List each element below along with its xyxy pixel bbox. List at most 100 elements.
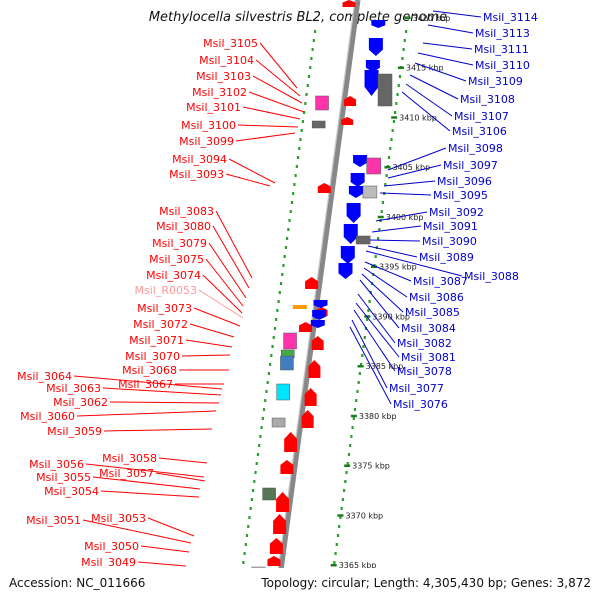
right-leader-line [422,42,473,50]
reverse-guide-dot [357,381,360,384]
left-gene-label: Msil_3093 [169,168,224,181]
right-gene-label: Msil_3097 [443,159,498,172]
right-leader-line [409,74,459,100]
left-leader-line [76,410,217,417]
forward-guide-dot [243,552,246,555]
reverse-gene-block [362,185,378,199]
forward-guide-dot [312,39,315,42]
left-gene-label: Msil_3057 [99,467,154,480]
gene-labels: Msil_3105 Msil_3104 Msil_3103 Msil_3102 Msil… [17,11,538,569]
right-leader-line [353,309,396,372]
left-leader-line [103,428,213,432]
reverse-guide-dot [366,318,369,321]
right-gene-label: Msil_3077 [389,382,444,395]
left-gene-label: Msil_3070 [125,350,180,363]
gene-features [251,0,393,598]
right-gene-label: Msil_3113 [475,27,530,40]
left-gene-label: Msil_3080 [156,220,211,233]
left-gene-label: Msil_3053 [91,512,146,525]
forward-guide-dot [311,48,314,51]
left-gene-label: Msil_3067 [118,378,173,391]
left-leader-line [85,463,205,478]
forward-guide-dot [259,435,262,438]
left-gene-label: Msil_3079 [152,237,207,250]
reverse-guide-dot [378,228,381,231]
forward-gene-arrow [284,432,298,452]
right-gene-label: Msil_3078 [397,365,452,378]
forward-gene-arrow [341,117,354,125]
forward-guide-dot [242,561,245,564]
right-gene-label: Msil_3107 [454,110,509,123]
right-gene-label: Msil_3087 [413,275,468,288]
left-gene-label: Msil_3055 [36,471,91,484]
right-leader-line [427,24,474,34]
forward-guide-dot [256,453,260,456]
forward-guide-dot [294,174,297,177]
left-gene-label: Msil_3060 [20,410,75,423]
kbp-label: 3375 kbp [352,462,390,471]
kbp-tick [371,265,378,268]
reverse-guide-dot [404,30,408,33]
forward-gene-arrow [304,388,317,406]
left-leader-line [109,401,220,404]
left-leader-line [189,323,235,338]
forward-guide-dot [245,534,249,537]
right-gene-label: Msil_3111 [474,43,529,56]
kbp-tick [404,16,411,20]
reverse-guide-dot [349,444,352,447]
forward-guide-dot [299,138,302,141]
reverse-guide-dot [391,129,394,132]
right-gene-label: Msil_3082 [397,337,452,350]
accession-text: Accession: NC_011666 [9,576,145,590]
reverse-guide-dot [350,435,353,438]
kbp-scale: 3365 kbp 3370 kbp 3375 kbp 3380 kbp 3385 kbp… [330,14,450,570]
right-gene-label: Msil_3106 [452,125,507,138]
forward-guide-dot [258,444,261,447]
left-gene-label: Msil_3054 [44,485,99,498]
kbp-tick [350,414,357,418]
forward-gene-block [276,383,290,401]
right-gene-label: Msil_3081 [401,351,456,364]
right-gene-label: Msil_3110 [475,59,530,72]
reverse-guide-dot [368,300,371,303]
right-gene-label: Msil_3092 [429,206,484,219]
reverse-guide-dot [397,84,400,87]
reverse-gene-arrow [338,263,353,279]
reverse-guide-dot [335,543,338,546]
right-leader-line [355,302,400,358]
left-leader-line [73,375,223,390]
reverse-guide-dot [353,408,357,411]
left-leader-line [225,173,271,187]
reverse-gene-arrow [340,246,355,264]
left-gene-label: Msil_3102 [192,86,247,99]
reverse-guide-dot [387,156,391,159]
reverse-guide-dot [398,75,402,78]
right-leader-line [365,250,463,277]
left-leader-line [252,75,303,104]
reverse-guide-dot [346,462,349,465]
right-leader-line [414,62,467,82]
left-gene-label: Msil_3072 [133,318,188,331]
reverse-guide-dot [389,147,392,150]
reverse-gene-arrow [371,20,386,28]
left-gene-label: Msil_3050 [84,540,139,553]
reverse-guide-dot [363,336,366,339]
reverse-guide-dot [341,498,344,501]
kbp-tick [377,215,384,219]
rna-gene-bar [292,305,307,309]
reverse-guide-dot [361,354,364,357]
forward-guide-dot [250,498,253,501]
forward-guide-dot [272,336,275,339]
forward-guide-dot [255,462,258,465]
left-leader-line [158,457,208,464]
left-leader-line [237,124,299,128]
reverse-guide-dot [385,174,388,177]
forward-gene-arrow [344,96,357,106]
left-leader-line [92,476,201,490]
forward-gene-arrow [273,514,287,534]
left-gene-label: Msil_3063 [46,382,101,395]
reverse-guide-dot [402,48,405,51]
reverse-gene-arrow [353,155,368,167]
left-gene-label: Msil_3056 [29,458,84,471]
